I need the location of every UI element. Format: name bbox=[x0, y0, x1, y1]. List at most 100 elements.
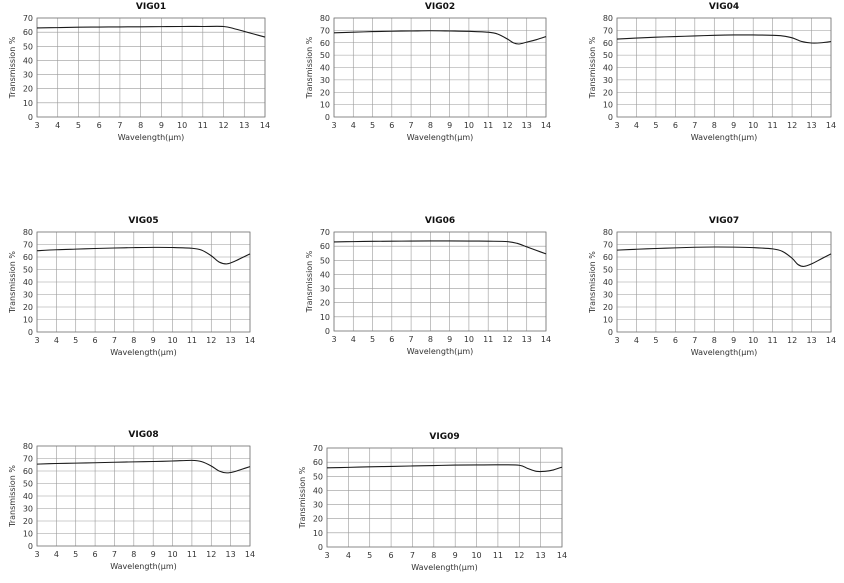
y-axis-label: Transmission % bbox=[588, 36, 597, 99]
x-tick-label: 5 bbox=[73, 336, 78, 345]
transmission-curve bbox=[333, 240, 547, 255]
y-tick-label: 70 bbox=[603, 26, 613, 35]
y-tick-label: 20 bbox=[603, 88, 613, 97]
x-tick-label: 10 bbox=[177, 121, 187, 130]
x-tick-label: 9 bbox=[453, 551, 458, 560]
x-tick-label: 14 bbox=[541, 335, 551, 344]
x-tick-label: 6 bbox=[97, 121, 102, 130]
x-axis-label: Wavelength(μm) bbox=[691, 133, 758, 142]
x-tick-label: 13 bbox=[522, 121, 532, 130]
y-tick-label: 0 bbox=[325, 327, 330, 336]
plot-frame bbox=[36, 445, 251, 547]
x-tick-label: 13 bbox=[226, 336, 236, 345]
x-axis-label: Wavelength(μm) bbox=[110, 348, 177, 357]
transmission-curve bbox=[616, 246, 832, 267]
y-tick-label: 40 bbox=[320, 270, 330, 279]
x-tick-label: 3 bbox=[614, 336, 619, 345]
x-tick-label: 6 bbox=[673, 336, 678, 345]
plot-frame bbox=[326, 447, 563, 548]
x-tick-label: 10 bbox=[464, 335, 474, 344]
y-tick-label: 50 bbox=[320, 256, 330, 265]
y-tick-label: 40 bbox=[313, 486, 323, 495]
x-tick-label: 8 bbox=[431, 551, 436, 560]
x-tick-label: 8 bbox=[428, 335, 433, 344]
x-tick-label: 5 bbox=[653, 121, 658, 130]
x-tick-label: 4 bbox=[54, 336, 59, 345]
y-tick-label: 20 bbox=[313, 515, 323, 524]
x-tick-label: 3 bbox=[34, 121, 39, 130]
x-tick-label: 8 bbox=[138, 121, 143, 130]
y-tick-label: 40 bbox=[603, 278, 613, 287]
x-tick-label: 14 bbox=[245, 336, 255, 345]
y-tick-label: 70 bbox=[23, 455, 33, 464]
plot-frame bbox=[333, 17, 547, 118]
y-tick-label: 30 bbox=[23, 505, 33, 514]
y-tick-label: 60 bbox=[23, 467, 33, 476]
x-tick-label: 11 bbox=[493, 551, 503, 560]
y-tick-label: 30 bbox=[313, 501, 323, 510]
y-tick-label: 30 bbox=[603, 291, 613, 300]
x-axis-label: Wavelength(μm) bbox=[118, 133, 185, 142]
y-tick-label: 0 bbox=[28, 113, 33, 122]
x-tick-label: 11 bbox=[768, 336, 778, 345]
x-tick-label: 3 bbox=[331, 335, 336, 344]
y-tick-label: 40 bbox=[23, 492, 33, 501]
y-tick-label: 20 bbox=[23, 85, 33, 94]
y-tick-label: 30 bbox=[603, 76, 613, 85]
transmission-curve bbox=[36, 246, 251, 265]
y-tick-label: 50 bbox=[320, 51, 330, 60]
x-tick-label: 5 bbox=[653, 336, 658, 345]
x-tick-label: 11 bbox=[187, 550, 197, 559]
x-tick-label: 5 bbox=[370, 121, 375, 130]
y-tick-label: 60 bbox=[603, 253, 613, 262]
y-tick-label: 50 bbox=[23, 42, 33, 51]
x-tick-label: 11 bbox=[198, 121, 208, 130]
y-tick-label: 50 bbox=[23, 266, 33, 275]
x-tick-label: 14 bbox=[826, 121, 836, 130]
x-tick-label: 6 bbox=[389, 121, 394, 130]
x-tick-label: 10 bbox=[748, 121, 758, 130]
x-axis-label: Wavelength(μm) bbox=[411, 563, 478, 572]
y-tick-label: 70 bbox=[23, 241, 33, 250]
y-tick-label: 60 bbox=[320, 242, 330, 251]
x-tick-label: 7 bbox=[409, 121, 414, 130]
chart-title: VIG06 bbox=[425, 216, 455, 226]
x-tick-label: 10 bbox=[167, 550, 177, 559]
x-tick-label: 14 bbox=[557, 551, 567, 560]
x-tick-label: 9 bbox=[159, 121, 164, 130]
x-tick-label: 12 bbox=[206, 550, 216, 559]
x-axis-label: Wavelength(μm) bbox=[691, 348, 758, 357]
y-tick-label: 50 bbox=[603, 51, 613, 60]
x-tick-label: 3 bbox=[331, 121, 336, 130]
y-tick-label: 80 bbox=[603, 228, 613, 237]
x-tick-label: 13 bbox=[806, 336, 816, 345]
x-tick-label: 5 bbox=[370, 335, 375, 344]
x-tick-label: 11 bbox=[483, 121, 493, 130]
y-axis-label: Transmission % bbox=[8, 36, 17, 99]
y-tick-label: 0 bbox=[325, 113, 330, 122]
y-tick-label: 10 bbox=[23, 316, 33, 325]
x-tick-label: 12 bbox=[218, 121, 228, 130]
y-tick-label: 40 bbox=[320, 64, 330, 73]
y-tick-label: 0 bbox=[608, 328, 613, 337]
x-tick-label: 7 bbox=[409, 335, 414, 344]
x-tick-label: 8 bbox=[131, 336, 136, 345]
x-tick-label: 11 bbox=[483, 335, 493, 344]
x-tick-label: 7 bbox=[410, 551, 415, 560]
x-tick-label: 7 bbox=[692, 121, 697, 130]
chart-title: VIG05 bbox=[128, 216, 158, 226]
x-tick-label: 12 bbox=[787, 121, 797, 130]
x-tick-label: 14 bbox=[260, 121, 270, 130]
plot-frame bbox=[333, 231, 547, 332]
x-tick-label: 8 bbox=[131, 550, 136, 559]
x-tick-label: 7 bbox=[692, 336, 697, 345]
x-tick-label: 10 bbox=[471, 551, 481, 560]
y-tick-label: 30 bbox=[320, 76, 330, 85]
y-tick-label: 10 bbox=[23, 99, 33, 108]
